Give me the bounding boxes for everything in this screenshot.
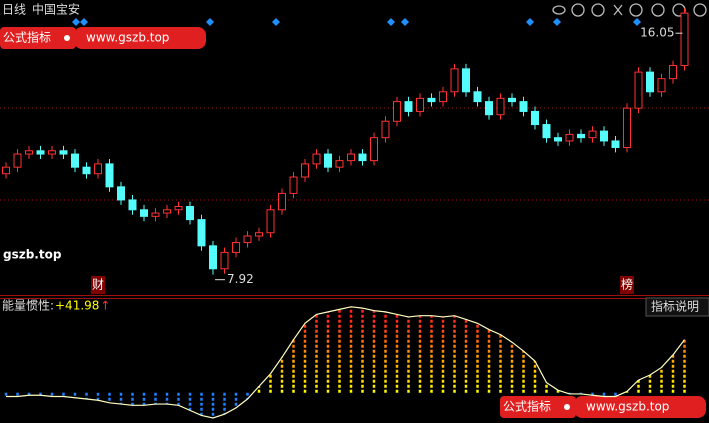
candle-body [94, 163, 102, 175]
candle-body [611, 140, 620, 148]
min-label: 7.92 [227, 272, 254, 286]
candle-body [71, 153, 79, 168]
candle-body [542, 124, 551, 139]
candle-body [416, 97, 424, 112]
url-bg [574, 396, 706, 418]
url-bg [74, 27, 206, 49]
candle-body [473, 91, 482, 103]
candle-body [508, 97, 516, 103]
badge-bg [0, 27, 76, 49]
candle-body [48, 150, 56, 155]
candle-body [393, 101, 401, 122]
candle-body [577, 133, 585, 139]
candle-body [312, 153, 321, 165]
candle-body [117, 186, 125, 201]
indicator-title: 能量惯性: [2, 298, 54, 313]
candle-body [82, 166, 91, 175]
candle-body [255, 232, 263, 237]
candle-body [450, 68, 459, 93]
candle-body [324, 153, 332, 168]
candle-body [634, 71, 643, 109]
candle-body [600, 130, 608, 142]
candle-body [531, 110, 539, 126]
url-text: www.gszb.top [586, 400, 669, 414]
candle-body [301, 163, 309, 178]
candle-body [36, 150, 45, 155]
candle-body [186, 206, 194, 221]
candle-body [485, 101, 493, 116]
candle-body [197, 219, 206, 247]
candle-body [232, 242, 240, 253]
candle-body [289, 176, 298, 194]
candle-body [646, 71, 654, 93]
candle-body [554, 137, 562, 142]
candle-body [174, 206, 183, 211]
candle-body [243, 235, 252, 244]
url-text: www.gszb.top [86, 31, 169, 45]
candle-body [13, 153, 22, 168]
candle-body [439, 91, 447, 103]
candle-body [358, 153, 367, 162]
candle-body [105, 163, 114, 188]
candle-body [347, 153, 355, 162]
badge-text: 公式指标 [503, 399, 551, 414]
marker: 财 [92, 278, 104, 292]
candle-body [404, 101, 413, 112]
stock-name: 中国宝安 [32, 2, 80, 17]
candle-body [209, 245, 217, 270]
candle-body [370, 137, 378, 162]
candle-body [588, 130, 597, 139]
candle-body [381, 120, 390, 139]
indicator-value: +41.98 [55, 299, 99, 313]
event-diamonds [72, 18, 641, 26]
candle-body [128, 199, 137, 211]
candle-body [565, 133, 574, 142]
period: 日线 [2, 3, 26, 17]
candle-body [140, 209, 148, 217]
candle-body [278, 192, 286, 211]
badge-dot [64, 35, 70, 41]
candle-body [623, 107, 631, 148]
marker-bg [91, 276, 105, 294]
candle-body [680, 12, 689, 67]
candle-body [519, 101, 528, 112]
candle-body [462, 68, 470, 93]
badge-dot [564, 404, 570, 410]
badge-bg [500, 396, 576, 418]
candle-body [151, 212, 160, 217]
indicator-button[interactable]: 指标说明 [651, 299, 699, 314]
candle-body [25, 150, 33, 155]
marker: 榜 [621, 277, 633, 292]
button-bg[interactable] [645, 297, 709, 317]
candle-body [266, 209, 275, 234]
candle-body [496, 97, 505, 116]
candle-body [427, 97, 436, 103]
marker-bg [620, 276, 634, 294]
indicator-trend: ↑ [100, 299, 110, 313]
site-text: gszb.top [3, 248, 62, 262]
indicator-line [6, 306, 685, 419]
candle-body [220, 251, 229, 270]
candle-body [669, 65, 677, 80]
candle-body [163, 209, 171, 214]
badge-text: 公式指标 [3, 30, 51, 45]
candle-body [657, 78, 666, 93]
candle-body [335, 160, 344, 168]
candle-body [59, 150, 68, 155]
max-label: 16.05 [640, 26, 674, 40]
candle-body [2, 166, 10, 175]
